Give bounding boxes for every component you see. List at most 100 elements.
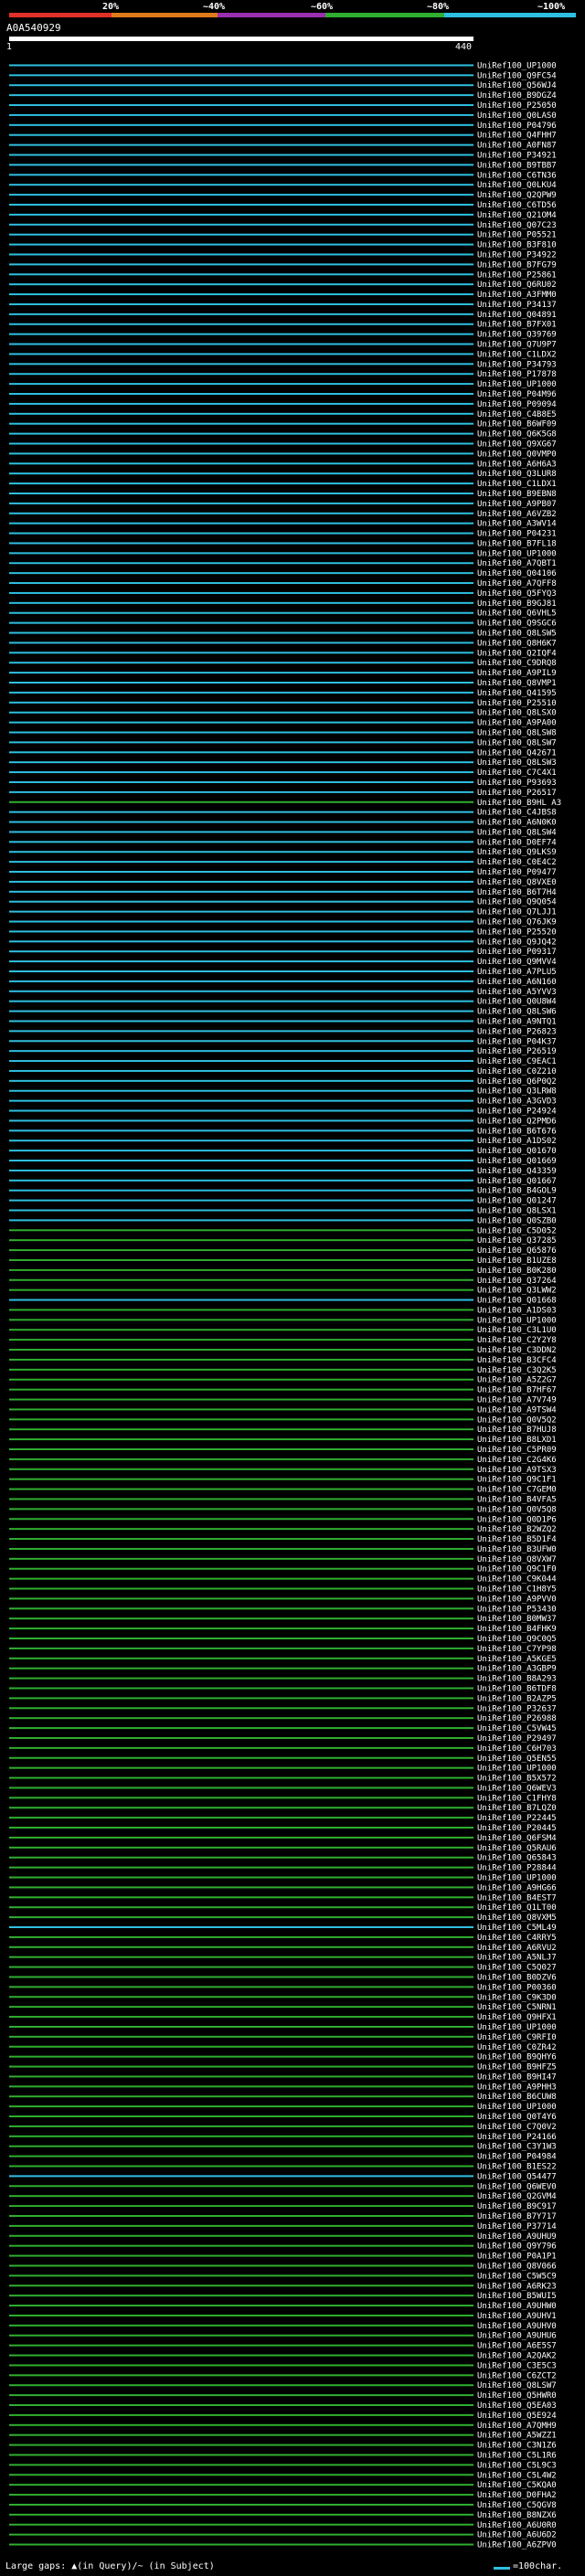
hit-bar[interactable] bbox=[9, 920, 473, 923]
hit-bar[interactable] bbox=[9, 1886, 473, 1889]
hit-bar[interactable] bbox=[9, 74, 473, 77]
hit-bar[interactable] bbox=[9, 462, 473, 465]
hit-bar[interactable] bbox=[9, 64, 473, 67]
hit-label[interactable]: UniRef100_B6T676 bbox=[477, 1127, 557, 1136]
hit-label[interactable]: UniRef100_B7Y717 bbox=[477, 2212, 557, 2221]
hit-label[interactable]: UniRef100_A6U6D2 bbox=[477, 2531, 557, 2540]
hit-bar[interactable] bbox=[9, 2035, 473, 2038]
hit-bar[interactable] bbox=[9, 2484, 473, 2486]
hit-label[interactable]: UniRef100_C5QGV8 bbox=[477, 2501, 557, 2510]
hit-bar[interactable] bbox=[9, 2025, 473, 2028]
hit-label[interactable]: UniRef100_A5KGE5 bbox=[477, 1655, 557, 1664]
hit-label[interactable]: UniRef100_B9C917 bbox=[477, 2202, 557, 2211]
hit-bar[interactable] bbox=[9, 422, 473, 425]
hit-label[interactable]: UniRef100_Q5EA03 bbox=[477, 2401, 557, 2411]
hit-label[interactable]: UniRef100_Q7LJJ1 bbox=[477, 908, 557, 917]
hit-label[interactable]: UniRef100_B9HL A3 bbox=[477, 799, 561, 808]
hit-bar[interactable] bbox=[9, 283, 473, 286]
hit-label[interactable]: UniRef100_B9GJ81 bbox=[477, 599, 557, 609]
hit-bar[interactable] bbox=[9, 1846, 473, 1849]
hit-bar[interactable] bbox=[9, 1547, 473, 1550]
hit-label[interactable]: UniRef100_UP1000 bbox=[477, 1765, 557, 1774]
hit-bar[interactable] bbox=[9, 621, 473, 624]
hit-bar[interactable] bbox=[9, 2374, 473, 2377]
hit-bar[interactable] bbox=[9, 154, 473, 156]
hit-bar[interactable] bbox=[9, 1488, 473, 1490]
hit-bar[interactable] bbox=[9, 1229, 473, 1232]
hit-bar[interactable] bbox=[9, 1099, 473, 1102]
hit-label[interactable]: UniRef100_C3DDN2 bbox=[477, 1346, 557, 1355]
hit-label[interactable]: UniRef100_Q9XG67 bbox=[477, 440, 557, 449]
hit-label[interactable]: UniRef100_D0FHA2 bbox=[477, 2491, 557, 2500]
hit-bar[interactable] bbox=[9, 2214, 473, 2217]
hit-bar[interactable] bbox=[9, 1717, 473, 1720]
hit-label[interactable]: UniRef100_B2AZP5 bbox=[477, 1694, 557, 1703]
hit-bar[interactable] bbox=[9, 1468, 473, 1470]
hit-label[interactable]: UniRef100_Q0D1P6 bbox=[477, 1515, 557, 1524]
hit-label[interactable]: UniRef100_P04796 bbox=[477, 122, 557, 131]
hit-label[interactable]: UniRef100_Q01247 bbox=[477, 1197, 557, 1206]
hit-bar[interactable] bbox=[9, 1368, 473, 1371]
hit-bar[interactable] bbox=[9, 682, 473, 684]
hit-label[interactable]: UniRef100_Q6RU02 bbox=[477, 281, 557, 290]
hit-label[interactable]: UniRef100_B3F810 bbox=[477, 241, 557, 250]
hit-bar[interactable] bbox=[9, 1896, 473, 1899]
hit-bar[interactable] bbox=[9, 2523, 473, 2526]
hit-label[interactable]: UniRef100_P34922 bbox=[477, 250, 557, 260]
hit-bar[interactable] bbox=[9, 2175, 473, 2178]
hit-label[interactable]: UniRef100_A7QFF8 bbox=[477, 579, 557, 588]
hit-label[interactable]: UniRef100_C5Q027 bbox=[477, 1964, 557, 1973]
hit-bar[interactable] bbox=[9, 2254, 473, 2257]
hit-label[interactable]: UniRef100_Q8LSW6 bbox=[477, 1008, 557, 1017]
hit-bar[interactable] bbox=[9, 1438, 473, 1441]
hit-label[interactable]: UniRef100_Q3LUR8 bbox=[477, 470, 557, 479]
hit-label[interactable]: UniRef100_A1DS02 bbox=[477, 1137, 557, 1146]
hit-bar[interactable] bbox=[9, 1667, 473, 1670]
hit-label[interactable]: UniRef100_Q42671 bbox=[477, 748, 557, 758]
hit-label[interactable]: UniRef100_Q76JK9 bbox=[477, 918, 557, 928]
hit-bar[interactable] bbox=[9, 2464, 473, 2466]
hit-bar[interactable] bbox=[9, 2543, 473, 2546]
hit-label[interactable]: UniRef100_C6TD56 bbox=[477, 201, 557, 210]
hit-label[interactable]: UniRef100_C5L4W2 bbox=[477, 2471, 557, 2480]
hit-label[interactable]: UniRef100_A7QMH9 bbox=[477, 2422, 557, 2431]
hit-label[interactable]: UniRef100_P25520 bbox=[477, 928, 557, 937]
hit-label[interactable]: UniRef100_Q04891 bbox=[477, 311, 557, 320]
hit-bar[interactable] bbox=[9, 1786, 473, 1789]
hit-bar[interactable] bbox=[9, 302, 473, 305]
hit-label[interactable]: UniRef100_C4B8E5 bbox=[477, 410, 557, 419]
hit-label[interactable]: UniRef100_Q9C1F0 bbox=[477, 1565, 557, 1574]
hit-bar[interactable] bbox=[9, 871, 473, 874]
hit-bar[interactable] bbox=[9, 113, 473, 116]
hit-bar[interactable] bbox=[9, 1349, 473, 1352]
hit-bar[interactable] bbox=[9, 1657, 473, 1659]
hit-bar[interactable] bbox=[9, 831, 473, 833]
hit-bar[interactable] bbox=[9, 194, 473, 196]
hit-label[interactable]: UniRef100_B5X572 bbox=[477, 1775, 557, 1784]
hit-label[interactable]: UniRef100_B0DZV6 bbox=[477, 1973, 557, 1982]
hit-label[interactable]: UniRef100_Q0VMP0 bbox=[477, 450, 557, 459]
hit-label[interactable]: UniRef100_Q8H6K7 bbox=[477, 639, 557, 648]
hit-label[interactable]: UniRef100_Q9MVV4 bbox=[477, 958, 557, 967]
hit-label[interactable]: UniRef100_Q0V5Q8 bbox=[477, 1505, 557, 1514]
hit-label[interactable]: UniRef100_P00360 bbox=[477, 1983, 557, 1992]
hit-bar[interactable] bbox=[9, 1756, 473, 1759]
hit-label[interactable]: UniRef100_C6ZCT2 bbox=[477, 2371, 557, 2380]
hit-bar[interactable] bbox=[9, 233, 473, 236]
hit-bar[interactable] bbox=[9, 2115, 473, 2118]
hit-label[interactable]: UniRef100_Q8VXE0 bbox=[477, 878, 557, 887]
hit-bar[interactable] bbox=[9, 701, 473, 704]
hit-bar[interactable] bbox=[9, 1577, 473, 1580]
hit-bar[interactable] bbox=[9, 811, 473, 813]
hit-bar[interactable] bbox=[9, 482, 473, 485]
hit-bar[interactable] bbox=[9, 2205, 473, 2208]
hit-bar[interactable] bbox=[9, 1607, 473, 1610]
hit-bar[interactable] bbox=[9, 1140, 473, 1142]
hit-label[interactable]: UniRef100_P29497 bbox=[477, 1734, 557, 1744]
hit-bar[interactable] bbox=[9, 1030, 473, 1033]
hit-label[interactable]: UniRef100_B6T7H4 bbox=[477, 888, 557, 897]
hit-bar[interactable] bbox=[9, 1020, 473, 1023]
hit-bar[interactable] bbox=[9, 771, 473, 774]
hit-bar[interactable] bbox=[9, 1278, 473, 1281]
hit-bar[interactable] bbox=[9, 851, 473, 853]
